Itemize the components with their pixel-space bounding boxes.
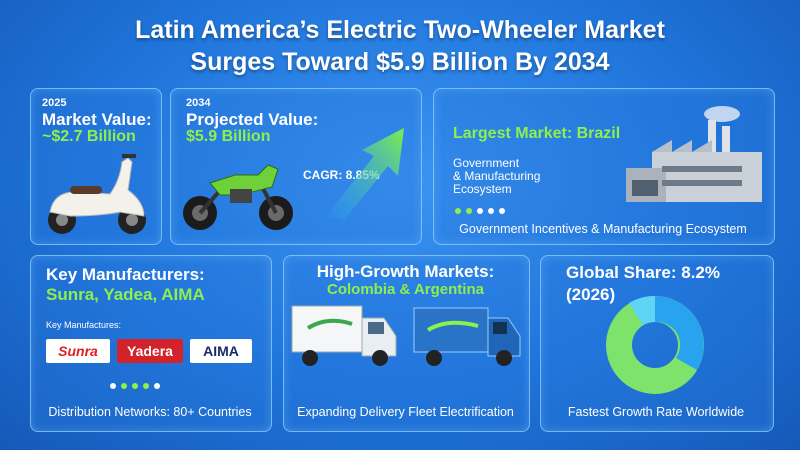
motorcycle-part xyxy=(230,189,252,203)
text-line: Government xyxy=(453,156,520,170)
growth-arrow xyxy=(326,128,404,220)
title-line: Latin America’s Electric Two-Wheeler Mar… xyxy=(135,16,665,44)
logo: Sunra xyxy=(46,339,110,363)
truck-part xyxy=(493,322,507,334)
text-line: & Manufacturing xyxy=(453,169,541,183)
factory-part xyxy=(632,180,658,196)
truck xyxy=(291,305,397,366)
card-label: Projected Value: xyxy=(186,110,319,129)
dots-part xyxy=(488,208,494,214)
card-value: ~$2.7 Billion xyxy=(42,128,136,145)
card-value: $5.9 Billion xyxy=(186,128,271,145)
donut xyxy=(606,295,704,394)
donut-illustration xyxy=(606,295,704,394)
dots-part xyxy=(132,383,138,389)
motorcycle xyxy=(183,164,293,230)
scooter-part xyxy=(56,214,68,226)
scooter-illustration xyxy=(48,154,146,234)
dots xyxy=(110,383,160,389)
card-text: Government & Manufacturing Ecosystem xyxy=(453,157,540,196)
manufacturer-names: Sunra, Yadea, AIMA xyxy=(46,285,205,304)
title: Latin America’s Electric Two-Wheeler Mar… xyxy=(0,14,800,78)
card-year: 2025 xyxy=(42,97,67,109)
card-heading: Key Manufacturers: xyxy=(46,265,205,284)
card-heading: Largest Market: Brazil xyxy=(453,125,621,142)
dots-part xyxy=(455,208,461,214)
card-footer: Distribution Networks: 80+ Countries xyxy=(48,405,252,419)
dots-part xyxy=(143,383,149,389)
truck-part xyxy=(426,350,442,366)
scooter-part xyxy=(126,214,138,226)
card-footer: Fastest Growth Rate Worldwide xyxy=(567,405,745,419)
factory-illustration xyxy=(626,106,762,202)
truck-part xyxy=(368,322,384,334)
dots-part xyxy=(154,383,160,389)
truck-part xyxy=(496,350,512,366)
factory-part xyxy=(662,180,742,186)
dots-part xyxy=(110,383,116,389)
scooter xyxy=(48,154,146,234)
dots-part xyxy=(499,208,505,214)
truck-part xyxy=(372,350,388,366)
dots-part xyxy=(477,208,483,214)
card-global-share xyxy=(540,255,774,432)
scooter-part xyxy=(70,186,102,194)
truck-part xyxy=(413,307,489,353)
card-label: Market Value: xyxy=(42,110,152,129)
truck xyxy=(413,307,521,366)
scooter-part xyxy=(122,154,136,158)
card-footer: Expanding Delivery Fleet Electrification xyxy=(297,405,514,419)
dots-part xyxy=(466,208,472,214)
factory-part xyxy=(704,106,740,122)
card-year: 2034 xyxy=(186,97,211,109)
dots xyxy=(455,208,505,214)
trucks-illustration xyxy=(291,305,521,366)
donut-part xyxy=(655,296,704,370)
truck-part xyxy=(291,305,363,353)
arrow xyxy=(326,128,404,220)
card-footer: Government Incentives & Manufacturing Ec… xyxy=(459,222,747,236)
card-heading: Global Share: 8.2% xyxy=(566,263,720,282)
truck-part xyxy=(426,320,479,332)
card-heading: High-Growth Markets: xyxy=(316,262,495,281)
donut-part xyxy=(629,295,655,325)
truck-part xyxy=(306,318,353,330)
motorcycle-illustration xyxy=(183,164,293,230)
motorcycle-part xyxy=(209,164,279,196)
text-line: Ecosystem xyxy=(453,182,512,196)
card-year: (2026) xyxy=(566,285,616,304)
factory-part xyxy=(662,166,742,172)
logo: Yadera xyxy=(117,339,183,363)
logo: AIMA xyxy=(190,339,252,363)
truck-part xyxy=(302,350,318,366)
factory-part xyxy=(722,126,730,166)
markets: Colombia & Argentina xyxy=(327,281,484,298)
factory-part xyxy=(652,140,712,152)
factory xyxy=(626,106,762,202)
dots-part xyxy=(121,383,127,389)
factory-part xyxy=(652,152,762,202)
title-line: Surges Toward $5.9 Billion By 2034 xyxy=(190,48,610,76)
card-subheading: Key Manufactures: xyxy=(46,320,122,330)
